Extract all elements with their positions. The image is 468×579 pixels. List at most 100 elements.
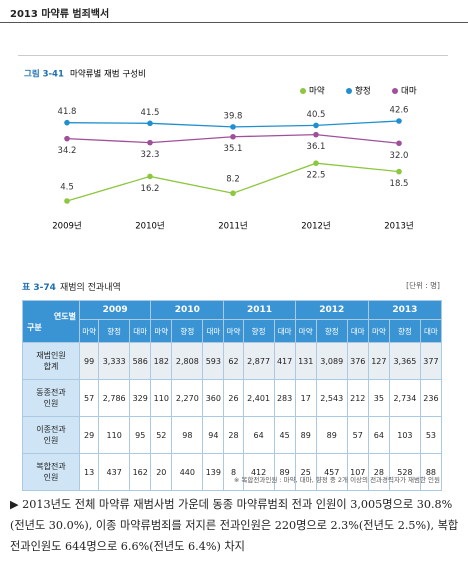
table-cell: 127: [367, 342, 390, 380]
subheader: 마약: [78, 319, 100, 343]
table-cell: 376: [346, 342, 369, 380]
data-label: 34.2: [58, 146, 77, 156]
year-header: 2009: [78, 300, 152, 320]
chart-title: 마약류별 재범 구성비: [70, 69, 146, 80]
subheader-row: 마약 향정 대마 마약 향정 대마 마약 향정 대마 마약 향정 대마 마약 향정 대마: [23, 319, 443, 343]
table-cell: 329: [129, 379, 152, 417]
legend-label: 대마: [401, 87, 417, 97]
table-cell: 2,877: [242, 342, 275, 380]
data-label: 16.2: [141, 184, 160, 194]
corner-cell: 연도별 구분: [22, 300, 80, 343]
table-cell: 528: [388, 453, 421, 491]
data-point: [64, 198, 70, 204]
data-label: 18.5: [390, 179, 409, 189]
table-cell: 25: [294, 453, 317, 491]
row-header: 이종전과 인원: [22, 416, 80, 454]
table-cell: 52: [150, 416, 173, 454]
table-cell: 89: [273, 453, 296, 491]
data-point: [64, 119, 70, 126]
data-point: [230, 190, 236, 197]
figure-number: 그림 3-41: [24, 69, 64, 80]
subheader: 향정: [242, 319, 275, 343]
legend-label: 향정: [355, 86, 371, 97]
data-point: [313, 131, 319, 138]
table-cell: 3,365: [388, 342, 421, 380]
table-cell: 457: [315, 453, 348, 491]
table-cell: 2,734: [388, 379, 421, 417]
data-label: 41.8: [58, 107, 77, 117]
table-cell: 13: [78, 453, 100, 491]
table-cell: 131: [294, 342, 317, 380]
data-label: 4.5: [60, 183, 74, 193]
data-label: 40.5: [307, 110, 326, 120]
legend-marker: [346, 88, 352, 94]
row-header: 동종전과 인원: [22, 379, 80, 417]
table-cell: 94: [202, 416, 225, 454]
table-cell: 57: [346, 416, 369, 454]
table-cell: 64: [367, 416, 390, 454]
data-label: 39.8: [224, 111, 243, 121]
table-cell: 593: [202, 342, 225, 380]
table-cell: 57: [78, 379, 100, 417]
year-header: 2012: [294, 300, 369, 320]
x-tick-label: 2010년: [135, 221, 164, 232]
data-point: [313, 122, 319, 129]
year-header: 2010: [150, 300, 225, 320]
table-cell: 64: [242, 416, 275, 454]
table-cell: 89: [315, 416, 348, 454]
table-cell: 29: [78, 416, 100, 454]
table-cell: 2,401: [242, 379, 275, 417]
table-cell: 107: [346, 453, 369, 491]
table-cell: 586: [129, 342, 152, 380]
table-cell: 283: [273, 379, 296, 417]
x-tick-label: 2009년: [52, 221, 81, 232]
table-cell: 35: [367, 379, 390, 417]
header: 2013 마약류 범죄백서: [0, 0, 468, 23]
table-cell: 417: [273, 342, 296, 380]
table-cell: 412: [242, 453, 275, 491]
table-cell: 3,089: [315, 342, 348, 380]
table-cell: 437: [98, 453, 131, 491]
legend-marker: [392, 88, 398, 94]
table-cell: 103: [388, 416, 421, 454]
table-row: 동종전과 인원 57 2,786 329 110 2,270 360 26 2,401 283 17…: [22, 379, 443, 417]
legend-marker: [300, 88, 306, 94]
subheader: 대마: [273, 319, 296, 343]
data-label: 8.2: [226, 175, 240, 185]
table-cell: 212: [346, 379, 369, 417]
figure: 그림 3-41 마약류별 재범 구성비 마약 향정 대마 2009년 2010년 2011…: [18, 55, 448, 246]
subheader: 마약: [294, 319, 317, 343]
subheader: 대마: [346, 319, 369, 343]
table-cell: 162: [129, 453, 152, 491]
table-cell: 110: [150, 379, 173, 417]
subheader: 향정: [171, 319, 204, 343]
data-label: 41.5: [141, 108, 160, 118]
data-label: 35.1: [224, 144, 243, 154]
subheader: 향정: [315, 319, 348, 343]
table-caption: 표 3-74 재범의 전과내역: [22, 280, 121, 293]
table-cell: 28: [367, 453, 390, 491]
data-label: 32.0: [390, 151, 409, 161]
table-cell: 45: [273, 416, 296, 454]
data-point: [147, 120, 153, 127]
paragraph: ▶ 2013년도 전체 마약류 재범사범 가운데 동종 마약류범죄 전과 인원이…: [10, 498, 459, 553]
table-cell: 2,543: [315, 379, 348, 417]
x-tick-label: 2011년: [218, 221, 247, 232]
data-label: 36.1: [307, 142, 326, 152]
subheader: 마약: [150, 319, 173, 343]
table-cell: 53: [419, 416, 443, 454]
table-cell: 2,786: [98, 379, 131, 417]
data-point: [396, 140, 402, 147]
subheader: 향정: [98, 319, 131, 343]
year-header: 2013: [367, 300, 443, 320]
data-point: [230, 124, 236, 130]
table-cell: 20: [150, 453, 173, 491]
x-tick-label: 2013년: [384, 221, 413, 232]
subheader: 대마: [419, 319, 443, 343]
subheader: 마약: [223, 319, 244, 343]
row-header: 복합전과 인원: [22, 453, 80, 491]
subheader: 향정: [388, 319, 421, 343]
year-header: 2011: [223, 300, 296, 320]
table-cell: 62: [223, 342, 244, 380]
